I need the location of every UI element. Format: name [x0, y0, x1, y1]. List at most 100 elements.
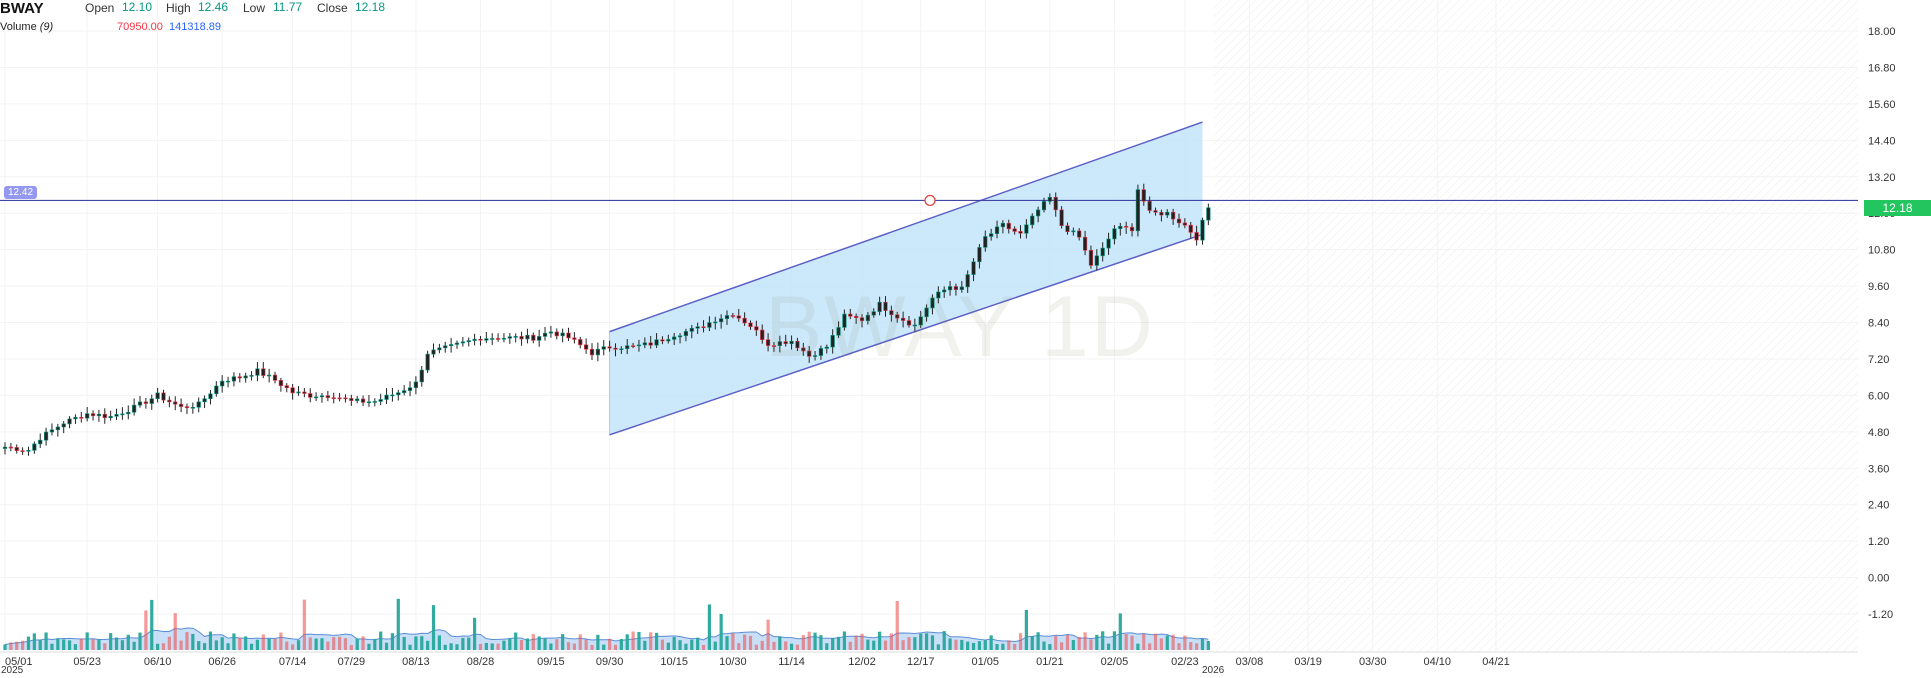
volume-bar — [279, 632, 283, 650]
candle-body — [366, 401, 372, 404]
volume-bar — [1048, 644, 1052, 650]
candle-body — [120, 413, 125, 416]
volume-bar — [408, 644, 412, 650]
volume-bar — [56, 638, 60, 650]
volume-bar — [1171, 634, 1175, 650]
volume-bar — [73, 644, 78, 650]
volume-bar — [144, 610, 148, 650]
candle-body — [760, 329, 765, 340]
x-tick-label: 11/14 — [778, 656, 805, 668]
open-value: 12.10 — [122, 0, 153, 14]
candle-body — [1065, 225, 1070, 233]
volume-bar — [443, 644, 447, 650]
volume-bar — [608, 638, 612, 650]
volume-bar — [449, 643, 453, 650]
volume-bar — [989, 635, 993, 650]
candle-body — [537, 336, 542, 341]
candle-body — [619, 348, 624, 350]
x-tick-label: 04/10 — [1424, 656, 1452, 668]
x-tick-label: 05/23 — [73, 656, 101, 668]
volume-bar — [748, 635, 753, 650]
volume-bar — [367, 643, 371, 650]
candle-body — [331, 397, 336, 399]
candle-body — [1077, 230, 1082, 238]
candle-body — [149, 398, 154, 404]
candle-body — [296, 391, 301, 394]
volume-bar — [801, 635, 805, 650]
candle-body — [173, 401, 178, 405]
candle-body — [443, 345, 448, 349]
candle-body — [1118, 225, 1123, 229]
volume-bar — [461, 638, 465, 650]
symbol-watermark: BWAY 1D — [765, 279, 1155, 375]
volume-bar — [1024, 609, 1028, 650]
volume-value: 70950.00 — [117, 21, 163, 33]
volume-bar — [314, 638, 318, 650]
volume-bar — [244, 636, 248, 650]
volume-bar — [220, 637, 224, 650]
volume-bar — [954, 639, 958, 650]
candle-body — [730, 315, 735, 317]
candle-body — [466, 340, 471, 343]
volume-bar — [103, 643, 107, 650]
volume-bar — [825, 643, 829, 650]
candle-body — [402, 390, 407, 393]
volume-bar — [132, 641, 136, 650]
volume-bar — [1077, 636, 1081, 650]
x-tick-label: 08/28 — [467, 656, 495, 668]
symbol-name[interactable]: BWAY — [0, 0, 44, 17]
volume-bar — [15, 641, 19, 650]
candle-body — [642, 342, 647, 346]
candle-body — [513, 336, 518, 338]
candle-body — [378, 399, 383, 402]
volume-bar — [719, 613, 723, 650]
candle-body — [771, 345, 777, 347]
candle-body — [208, 393, 213, 400]
volume-bar — [760, 640, 764, 650]
x-tick-label: 12/02 — [848, 656, 876, 668]
candle-body — [918, 316, 923, 326]
volume-bar — [878, 631, 882, 650]
candle-body — [314, 396, 319, 399]
volume-bar — [895, 600, 899, 650]
candle-body — [43, 431, 49, 441]
candle-body — [724, 315, 730, 319]
volume-bar — [807, 631, 811, 650]
candle-body — [1000, 222, 1005, 228]
candle-body — [419, 369, 424, 383]
hline-price-badge[interactable]: 12.42 — [4, 186, 38, 200]
volume-bar — [431, 605, 436, 650]
volume-bar — [654, 632, 659, 650]
candle-body — [1094, 255, 1099, 266]
volume-bar — [1177, 643, 1181, 650]
candle-body — [942, 289, 947, 293]
volume-bar — [267, 638, 271, 650]
close-label: Close — [317, 1, 348, 15]
volume-bar — [285, 641, 289, 650]
candle-body — [20, 450, 25, 452]
candle-body — [654, 339, 659, 346]
volume-bar — [848, 641, 852, 650]
candle-body — [337, 397, 342, 400]
y-tick-label: 10.80 — [1868, 245, 1896, 257]
volume-bar — [249, 643, 254, 650]
x-tick-label: 04/21 — [1482, 656, 1510, 668]
volume-bar — [1136, 643, 1140, 650]
candle-body — [613, 347, 618, 350]
volume-bar — [232, 633, 236, 650]
high-label: High — [166, 1, 191, 15]
volume-bar — [1183, 635, 1187, 650]
candle-body — [96, 413, 102, 417]
volume-bar — [737, 643, 741, 650]
volume-bar — [355, 638, 359, 650]
volume-bar — [1030, 636, 1034, 650]
candle-body — [666, 339, 671, 342]
candle-body — [32, 443, 37, 451]
volume-bar — [97, 639, 101, 650]
x-tick-label: 07/14 — [279, 656, 307, 668]
volume-bar — [590, 644, 594, 650]
candle-body — [1100, 247, 1105, 257]
candle-body — [589, 348, 595, 356]
candle-body — [1018, 231, 1023, 234]
